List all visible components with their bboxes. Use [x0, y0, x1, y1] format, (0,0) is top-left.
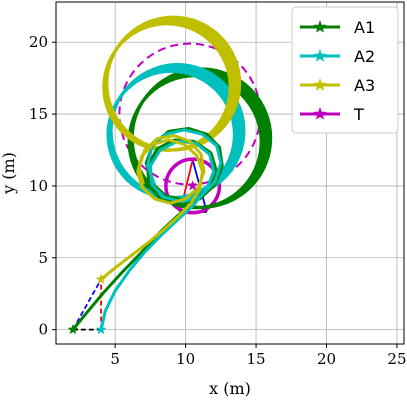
- x-tick-label: 20: [317, 350, 336, 368]
- x-tick-label: 15: [247, 350, 266, 368]
- start-marker-a2: [95, 323, 107, 335]
- y-tick-label: 15: [29, 105, 48, 123]
- legend-box: [291, 6, 399, 134]
- series-line-a3: [100, 134, 206, 281]
- annotation-layer: [72, 15, 273, 331]
- target-circle: [164, 157, 222, 215]
- legend-label-a2: A2: [354, 47, 375, 66]
- legend-label-a3: A3: [354, 76, 375, 95]
- legend-marker-t: [313, 107, 327, 120]
- y-tick-label: 0: [38, 321, 48, 339]
- tick-labels: 5 10 15 20 25 0 5 10 15 20: [29, 33, 407, 368]
- plot-frame: [55, 1, 405, 345]
- legend-marker-a3: [313, 78, 327, 91]
- y-tick-label: 5: [38, 249, 48, 267]
- start-marker-t: [187, 180, 199, 191]
- plot-border: [55, 1, 405, 345]
- y-tick-label: 20: [29, 33, 48, 51]
- legend-label-a1: A1: [354, 18, 375, 37]
- y-axis-label: y (m): [0, 152, 18, 195]
- legend: A1 A2 A3 T: [291, 6, 399, 134]
- series-layer: [67, 126, 224, 335]
- legend-marker-a2: [313, 49, 327, 62]
- legend-label-t: T: [353, 105, 364, 124]
- x-axis-label: x (m): [209, 379, 251, 398]
- legend-marker-a1: [313, 20, 327, 33]
- trajectory-loop: [105, 15, 242, 152]
- start-marker-a1: [67, 323, 79, 335]
- x-tick-label: 25: [387, 350, 406, 368]
- x-tick-label: 5: [110, 350, 120, 368]
- formation-dashed-line: [72, 278, 102, 331]
- series-line-a2: [99, 128, 223, 330]
- y-tick-label: 10: [29, 177, 48, 195]
- x-tick-label: 10: [176, 350, 195, 368]
- start-marker-a3: [95, 273, 107, 284]
